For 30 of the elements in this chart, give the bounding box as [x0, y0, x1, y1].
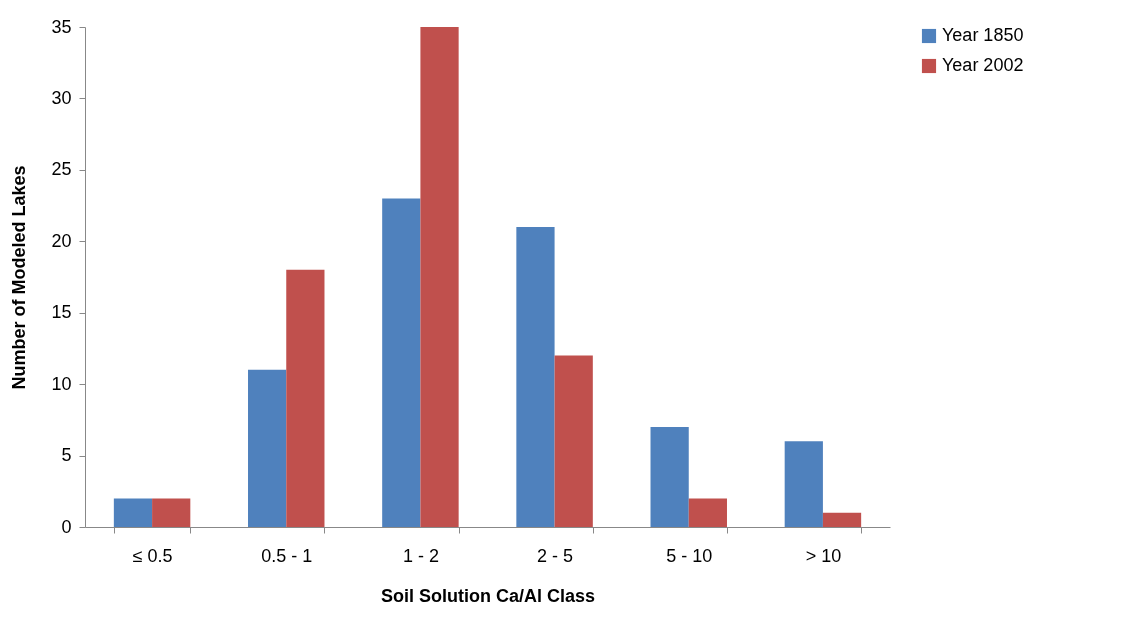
y-tick-label: 30 [51, 87, 72, 108]
x-tick-label: 5 - 10 [666, 545, 713, 566]
bar [784, 441, 823, 527]
y-tick-label: 20 [51, 230, 72, 251]
x-tick-label: 1 - 2 [402, 545, 439, 566]
y-tick-label: 5 [61, 445, 72, 466]
x-tick-label: > 10 [805, 545, 842, 566]
bar [152, 498, 191, 527]
bar [420, 27, 459, 527]
y-tick-label: 35 [51, 16, 72, 37]
bar [113, 498, 153, 527]
bar [248, 369, 287, 527]
x-tick-label: ≤ 0.5 [132, 545, 173, 566]
bar [286, 269, 325, 527]
bar [516, 227, 555, 527]
y-axis-title: Number of Modeled Lakes [9, 165, 30, 390]
bar [554, 355, 593, 527]
legend-label: Year 1850 [942, 25, 1024, 45]
y-tick-label: 10 [51, 373, 72, 394]
bar [688, 498, 727, 527]
y-tick-label: 0 [61, 516, 72, 537]
bar [650, 427, 689, 527]
bar [382, 198, 421, 527]
y-tick-label: 25 [51, 159, 72, 180]
x-tick-label: 2 - 5 [537, 545, 574, 566]
bar [822, 512, 862, 527]
x-axis-title: Soil Solution Ca/Al Class [380, 585, 596, 606]
x-tick-label: 0.5 - 1 [261, 545, 313, 566]
legend-label: Year 2002 [942, 55, 1024, 75]
y-tick-label: 15 [51, 302, 72, 323]
